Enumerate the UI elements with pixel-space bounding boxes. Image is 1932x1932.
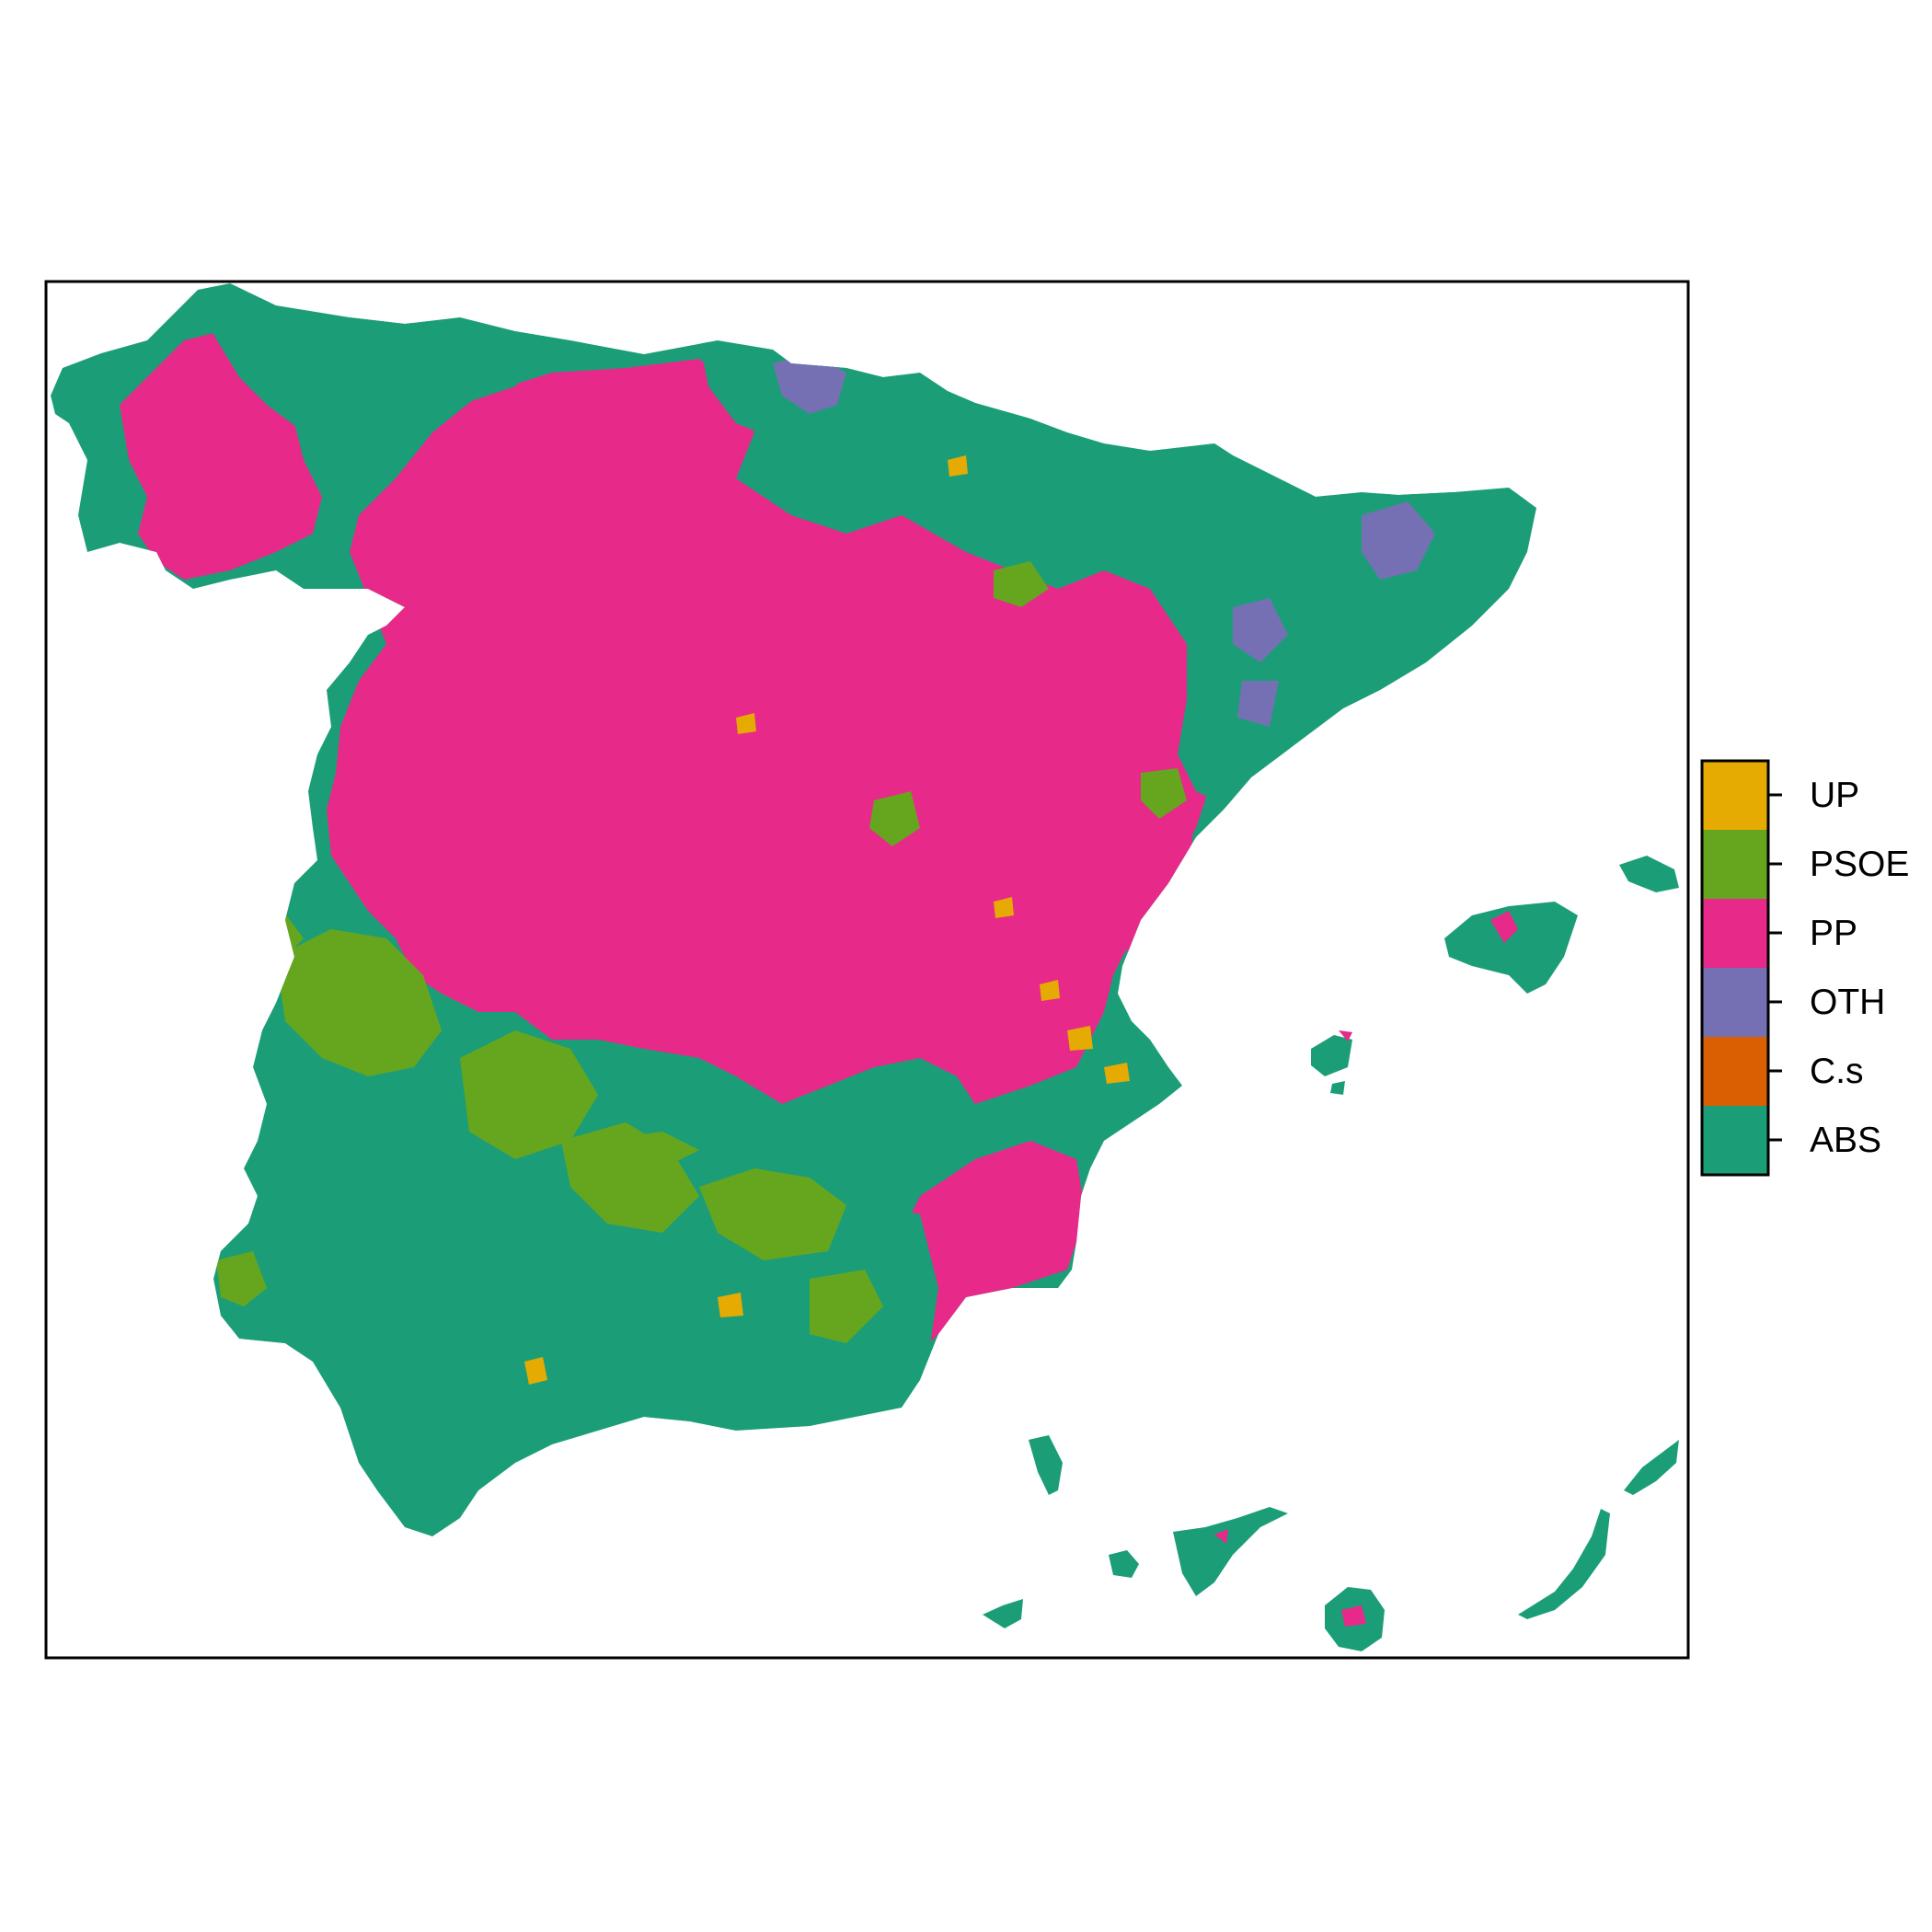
legend-label-abs: ABS [1810,1121,1881,1160]
region-pp-southeast [892,1141,1086,1343]
island-menorca [1619,856,1679,892]
canary-islands [983,1435,1679,1651]
island-mallorca-pp [1490,911,1518,943]
region-up-3 [1067,1026,1093,1051]
region-up-6 [948,455,968,477]
legend: UP PSOE PP OTH C.s ABS [1700,759,1909,1177]
mainland [51,283,1536,1536]
legend-swatch-oth [1702,968,1768,1037]
balearic-islands [1311,856,1679,1095]
region-psoe-aragon [1141,768,1187,819]
island-ibiza [1311,1035,1352,1076]
region-oth-catalonia-1 [1362,501,1435,580]
region-oth-catalonia-3 [1237,681,1279,727]
island-lanzarote [1624,1440,1679,1495]
island-mallorca [1444,902,1578,994]
region-up-2 [718,1293,743,1317]
island-ibiza-pp [1339,1030,1352,1041]
legend-label-oth: OTH [1810,983,1885,1022]
legend-label-psoe: PSOE [1810,845,1909,884]
island-el-hierro [983,1599,1023,1628]
region-psoe-south-3 [699,1168,846,1260]
region-psoe-extremadura [276,929,442,1076]
island-tenerife-pp [1214,1529,1228,1544]
region-psoe-jaen [598,1132,699,1178]
legend-swatch-pp [1702,899,1768,968]
island-fuerteventura [1518,1509,1610,1619]
region-up-7 [736,713,756,734]
region-abs-asturias [212,308,552,442]
legend-swatch-psoe [1702,830,1768,899]
island-la-gomera [1109,1550,1139,1578]
region-psoe-granada [810,1270,883,1343]
region-psoe-navarra [994,561,1049,607]
legend-label-cs: C.s [1810,1052,1864,1091]
region-psoe-south-1 [460,1030,598,1159]
legend-label-up: UP [1810,776,1859,815]
region-psoe-huelva [216,1251,267,1306]
region-up-4 [1104,1063,1130,1084]
region-up-1 [524,1357,547,1385]
legend-swatch-up [1702,761,1768,830]
legend-swatch-cs [1702,1037,1768,1106]
region-oth-basque [773,354,846,414]
legend-frame [1700,759,1770,1177]
island-gran-canaria-pp [1341,1605,1366,1627]
region-up-8 [994,897,1014,918]
legend-label-pp: PP [1810,914,1857,953]
island-tenerife [1173,1507,1288,1596]
island-la-palma [1029,1435,1063,1495]
region-oth-catalonia-2 [1233,598,1288,662]
region-psoe-clm [869,791,920,846]
island-formentera [1330,1081,1345,1095]
legend-swatch-abs [1702,1106,1768,1175]
region-up-5 [1040,980,1060,1001]
region-pp-central [327,359,1214,1104]
